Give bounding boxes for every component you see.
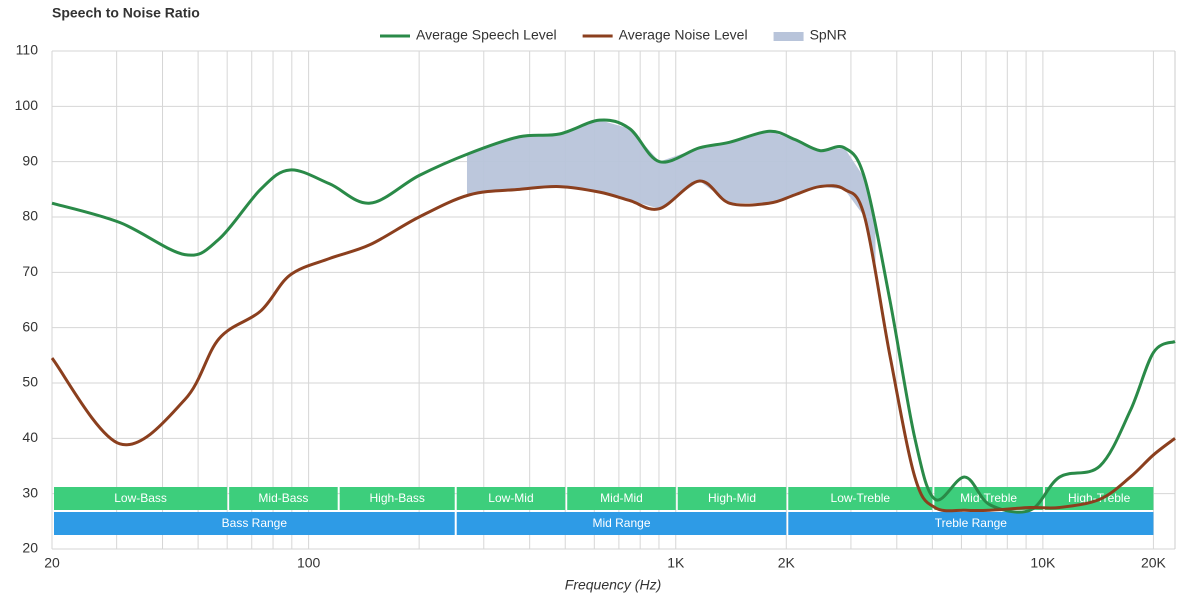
- y-tick-label: 100: [15, 97, 39, 113]
- y-tick-label: 60: [22, 318, 38, 334]
- band-label: High-Bass: [370, 491, 425, 505]
- band: [788, 512, 1154, 535]
- band-label: Low-Treble: [831, 491, 891, 505]
- band-label: Mid-Mid: [600, 491, 643, 505]
- band-label: High-Mid: [708, 491, 756, 505]
- y-tick-label: 40: [22, 429, 38, 445]
- band: [934, 487, 1043, 510]
- band: [788, 487, 933, 510]
- chart-title: Speech to Noise Ratio: [52, 5, 200, 21]
- y-tick-label: 80: [22, 208, 38, 224]
- legend-label: Average Speech Level: [416, 27, 557, 43]
- y-tick-label: 90: [22, 152, 38, 168]
- series-line: [51, 118, 1176, 514]
- band-label: Low-Mid: [488, 491, 533, 505]
- x-tick-label: 1K: [667, 555, 685, 571]
- band: [456, 487, 566, 510]
- band: [229, 487, 338, 510]
- band: [456, 512, 787, 535]
- x-axis-label: Frequency (Hz): [565, 577, 661, 593]
- x-tick-label: 20: [44, 555, 60, 571]
- y-tick-label: 50: [22, 374, 38, 390]
- series-line: [50, 179, 1176, 513]
- x-tick-label: 100: [297, 555, 321, 571]
- legend: Average Speech Level Average Noise Level S…: [380, 27, 847, 43]
- band-label: Bass Range: [222, 516, 288, 530]
- band-label: Mid-Bass: [258, 491, 308, 505]
- band: [54, 512, 455, 535]
- spnr-area: [466, 120, 876, 277]
- legend-label: Average Noise Level: [619, 27, 748, 43]
- y-tick-label: 110: [16, 42, 39, 58]
- legend-swatch: [773, 32, 804, 41]
- band-label: Mid-Treble: [960, 491, 1017, 505]
- band: [677, 487, 787, 510]
- band-label: Mid Range: [592, 516, 650, 530]
- y-tick-label: 30: [22, 484, 38, 500]
- band-label: Low-Bass: [114, 491, 167, 505]
- band: [339, 487, 455, 510]
- x-tick-label: 2K: [778, 555, 796, 571]
- x-tick-label: 20K: [1141, 555, 1167, 571]
- y-tick-label: 70: [22, 263, 38, 279]
- band: [567, 487, 676, 510]
- y-tick-label: 20: [22, 540, 38, 556]
- band-label: Treble Range: [935, 516, 1008, 530]
- band: [54, 487, 228, 510]
- legend-label: SpNR: [810, 27, 847, 43]
- x-tick-label: 10K: [1030, 555, 1056, 571]
